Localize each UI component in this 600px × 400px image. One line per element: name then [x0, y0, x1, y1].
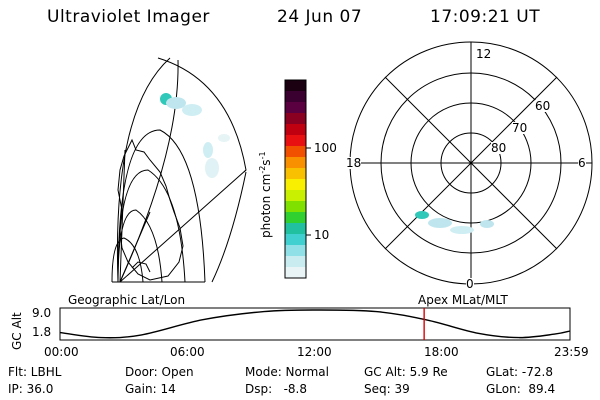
colorbar-segment	[285, 245, 306, 257]
colorbar-segment	[285, 179, 306, 191]
mlt-label-12: 12	[476, 47, 492, 61]
colorbar-segment	[285, 256, 306, 268]
colorbar-segment	[285, 267, 306, 279]
info-glat: GLat: -72.8	[486, 365, 553, 379]
orbit-y-tick-max: 9.0	[32, 306, 52, 320]
instrument-title: Ultraviolet Imager	[47, 7, 210, 27]
date-label: 24 Jun 07	[277, 7, 363, 27]
colorbar-segment	[285, 190, 306, 202]
orbit-x-tick-1: 06:00	[170, 345, 205, 359]
mlt-label-18: 18	[346, 156, 362, 170]
info-ip: IP: 36.0	[8, 382, 54, 396]
info-door: Door: Open	[125, 365, 194, 379]
colorbar-segment	[285, 234, 306, 246]
apex-label: Apex MLat/MLT	[418, 293, 508, 307]
info-glon: GLon: 89.4	[486, 382, 556, 396]
orbit-altitude-curve	[59, 309, 571, 339]
mlt-label-6: 6	[578, 156, 586, 170]
colorbar-segment	[285, 124, 306, 136]
orbit-y-axis-label: GC Alt	[10, 312, 24, 350]
colorbar-segment	[285, 102, 306, 114]
colorbar-segment	[285, 80, 306, 92]
orbit-x-tick-0: 00:00	[44, 345, 79, 359]
time-label: 17:09:21 UT	[430, 7, 541, 27]
mlat-label-80: 80	[491, 141, 507, 155]
info-seq: Seq: 39	[364, 382, 410, 396]
orbit-plot-frame	[59, 307, 571, 341]
colorbar-segment	[285, 201, 306, 213]
orbit-x-tick-4: 23:59	[554, 345, 589, 359]
colorbar-segment	[285, 135, 306, 147]
colorbar-segment	[285, 91, 306, 103]
colorbar-segment	[285, 212, 306, 224]
colorbar-segment	[285, 168, 306, 180]
info-filter: Flt: LBHL	[8, 365, 62, 379]
info-dsp: Dsp: -8.8	[245, 382, 308, 396]
orbit-y-tick-min: 1.8	[32, 325, 52, 339]
mlat-label-70: 70	[512, 121, 528, 135]
orbit-x-tick-2: 12:00	[297, 345, 332, 359]
info-mode: Mode: Normal	[245, 365, 329, 379]
colorbar-frame	[284, 79, 307, 279]
info-gc-alt: GC Alt: 5.9 Re	[364, 365, 448, 379]
colorbar-segment	[285, 223, 306, 235]
orbit-x-tick-3: 18:00	[424, 345, 459, 359]
mlt-label-0: 0	[466, 277, 474, 291]
colorbar-tick-100: 100	[314, 141, 337, 155]
colorbar-segment	[285, 113, 306, 125]
mlat-label-60: 60	[535, 99, 551, 113]
geographic-label: Geographic Lat/Lon	[68, 293, 186, 307]
colorbar-segment	[285, 146, 306, 158]
colorbar-tick-10: 10	[314, 228, 330, 242]
info-gain: Gain: 14	[125, 382, 176, 396]
colorbar-segment	[285, 157, 306, 169]
